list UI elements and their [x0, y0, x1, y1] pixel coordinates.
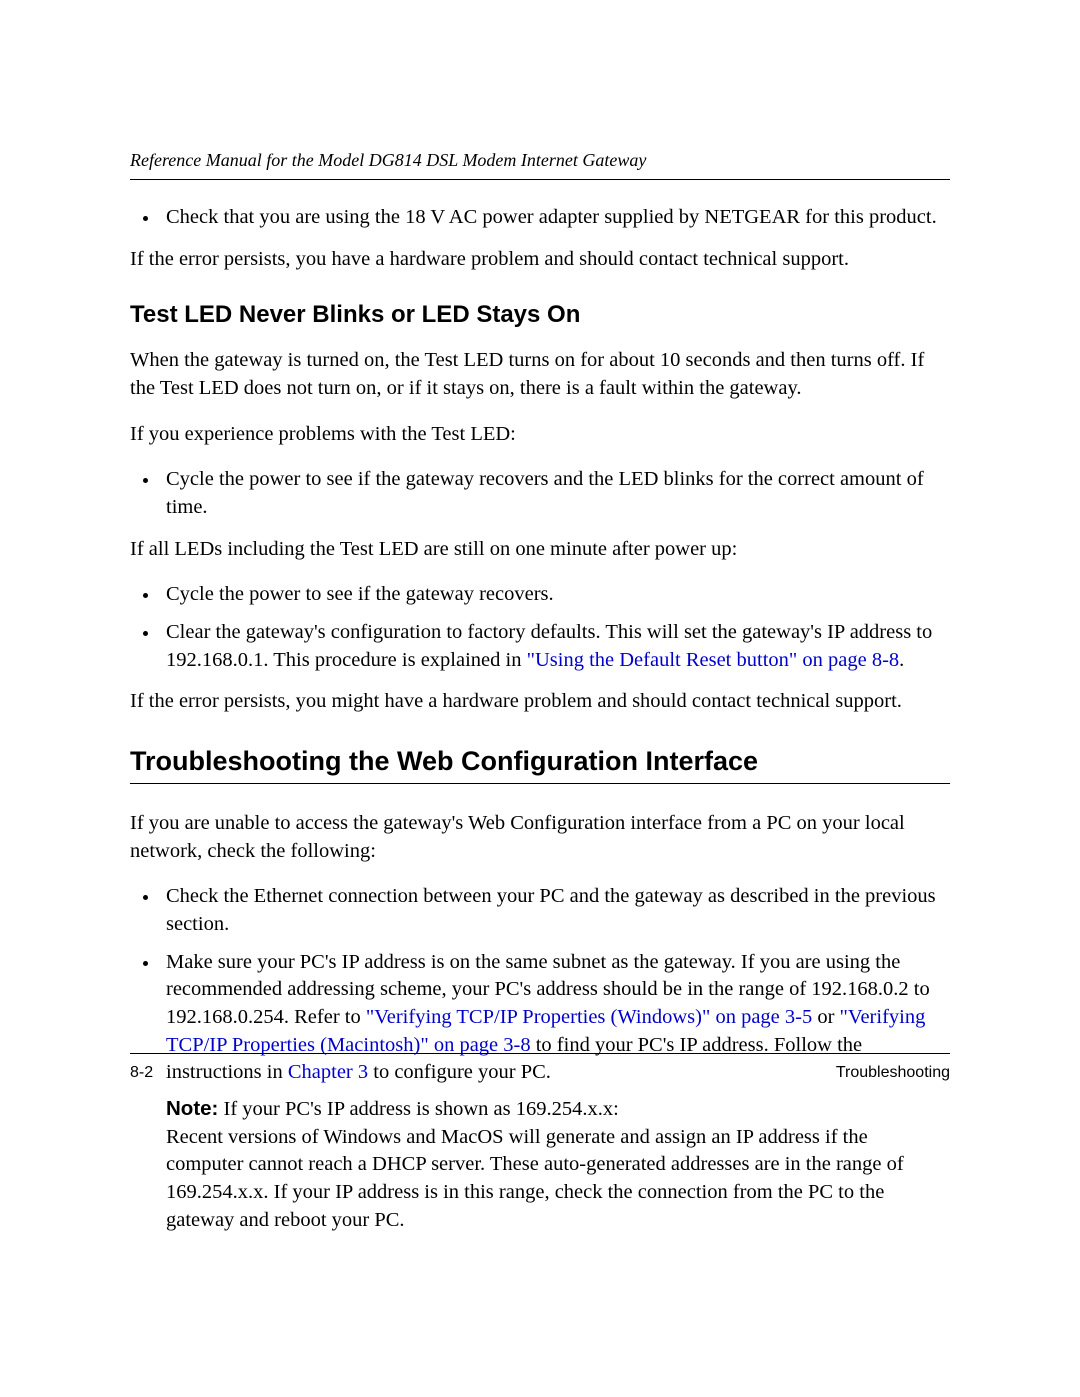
- note-block: Note: If your PC's IP address is shown a…: [166, 1095, 950, 1234]
- list-item-text: .: [899, 649, 904, 671]
- intro-bullet-list: Check that you are using the 18 V AC pow…: [130, 204, 950, 232]
- document-page: Reference Manual for the Model DG814 DSL…: [0, 0, 1080, 1397]
- body-paragraph: If you are unable to access the gateway'…: [130, 810, 950, 865]
- bullet-list: Cycle the power to see if the gateway re…: [130, 466, 950, 521]
- link-verify-windows[interactable]: "Verifying TCP/IP Properties (Windows)" …: [366, 1006, 812, 1028]
- note-label: Note:: [166, 1097, 218, 1120]
- list-item: Cycle the power to see if the gateway re…: [160, 466, 950, 521]
- link-default-reset[interactable]: "Using the Default Reset button" on page…: [527, 649, 900, 671]
- section-rule: [130, 783, 950, 784]
- list-item: Cycle the power to see if the gateway re…: [160, 581, 950, 609]
- body-paragraph: If all LEDs including the Test LED are s…: [130, 536, 950, 564]
- note-body: Recent versions of Windows and MacOS wil…: [166, 1126, 904, 1231]
- list-item: Check that you are using the 18 V AC pow…: [160, 204, 950, 232]
- footer-section-name: Troubleshooting: [836, 1064, 950, 1082]
- list-item-text: or: [812, 1006, 839, 1028]
- bullet-list: Cycle the power to see if the gateway re…: [130, 581, 950, 674]
- body-paragraph: When the gateway is turned on, the Test …: [130, 347, 950, 402]
- subheading-test-led: Test LED Never Blinks or LED Stays On: [130, 301, 950, 329]
- heading-troubleshoot-web: Troubleshooting the Web Configuration In…: [130, 746, 950, 777]
- body-paragraph: If you experience problems with the Test…: [130, 421, 950, 449]
- note-first-line: If your PC's IP address is shown as 169.…: [218, 1098, 618, 1120]
- list-item: Make sure your PC's IP address is on the…: [160, 949, 950, 1235]
- intro-paragraph: If the error persists, you have a hardwa…: [130, 246, 950, 274]
- list-item: Clear the gateway's configuration to fac…: [160, 619, 950, 674]
- list-item: Check the Ethernet connection between yo…: [160, 883, 950, 938]
- page-number: 8-2: [130, 1064, 153, 1082]
- body-paragraph: If the error persists, you might have a …: [130, 688, 950, 716]
- running-header: Reference Manual for the Model DG814 DSL…: [130, 150, 950, 180]
- page-footer: 8-2 Troubleshooting: [130, 1053, 950, 1082]
